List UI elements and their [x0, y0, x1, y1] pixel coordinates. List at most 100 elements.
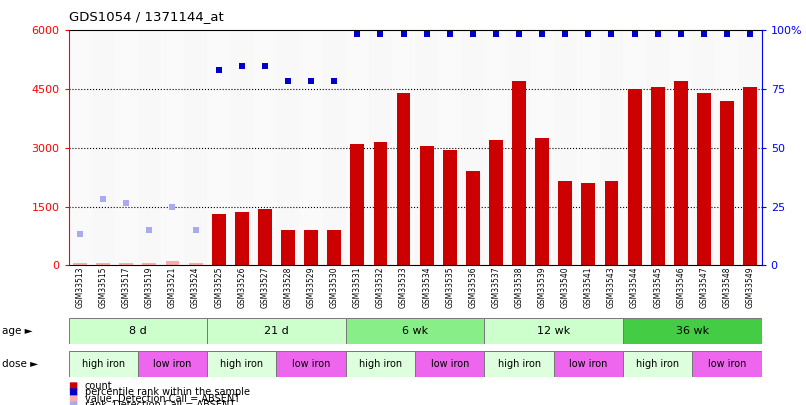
Bar	[189, 263, 202, 265]
Text: age ►: age ►	[2, 326, 32, 336]
Text: 8 d: 8 d	[129, 326, 147, 336]
Bar	[554, 351, 623, 377]
Text: 21 d: 21 d	[264, 326, 289, 336]
Bar	[276, 30, 300, 265]
Text: high iron: high iron	[359, 359, 402, 369]
Bar	[351, 144, 364, 265]
Text: low iron: low iron	[569, 359, 608, 369]
Bar	[373, 142, 388, 265]
Bar	[554, 30, 577, 265]
Bar	[581, 183, 596, 265]
Bar	[281, 230, 295, 265]
Text: 6 wk: 6 wk	[402, 326, 428, 336]
Bar	[604, 181, 618, 265]
Bar	[300, 30, 322, 265]
Bar	[369, 30, 392, 265]
Bar	[258, 209, 272, 265]
Text: GDS1054 / 1371144_at: GDS1054 / 1371144_at	[69, 10, 223, 23]
Bar	[466, 171, 480, 265]
Bar	[231, 30, 253, 265]
Bar	[92, 30, 114, 265]
Bar	[420, 146, 434, 265]
Bar	[692, 30, 716, 265]
Bar	[743, 87, 757, 265]
Bar	[397, 93, 410, 265]
Bar	[96, 263, 110, 265]
Text: high iron: high iron	[497, 359, 541, 369]
Bar	[276, 351, 346, 377]
Bar	[530, 30, 554, 265]
Bar	[600, 30, 623, 265]
Bar	[669, 30, 692, 265]
Bar	[484, 318, 623, 344]
Bar	[327, 230, 341, 265]
Text: count: count	[85, 381, 112, 390]
Bar	[623, 351, 692, 377]
Bar	[73, 263, 87, 265]
Text: rank, Detection Call = ABSENT: rank, Detection Call = ABSENT	[85, 400, 235, 405]
Bar	[623, 30, 646, 265]
Bar	[138, 30, 161, 265]
Bar	[69, 351, 138, 377]
Bar	[461, 30, 484, 265]
Bar	[535, 138, 549, 265]
Bar	[304, 230, 318, 265]
Text: ■: ■	[69, 400, 77, 405]
Bar	[207, 351, 276, 377]
Bar	[207, 30, 231, 265]
Bar	[253, 30, 276, 265]
Text: value, Detection Call = ABSENT: value, Detection Call = ABSENT	[85, 394, 239, 403]
Bar	[720, 101, 734, 265]
Text: high iron: high iron	[636, 359, 679, 369]
Bar	[392, 30, 415, 265]
Bar	[442, 150, 457, 265]
Text: low iron: low iron	[430, 359, 469, 369]
Bar	[69, 318, 207, 344]
Text: high iron: high iron	[81, 359, 125, 369]
Bar	[415, 30, 438, 265]
Bar	[114, 30, 138, 265]
Bar	[577, 30, 600, 265]
Bar	[692, 351, 762, 377]
Bar	[184, 30, 207, 265]
Bar	[165, 261, 180, 265]
Bar	[346, 351, 415, 377]
Bar	[322, 30, 346, 265]
Text: ■: ■	[69, 387, 77, 397]
Text: percentile rank within the sample: percentile rank within the sample	[85, 387, 250, 397]
Text: low iron: low iron	[708, 359, 746, 369]
Bar	[559, 181, 572, 265]
Text: dose ►: dose ►	[2, 359, 38, 369]
Bar	[235, 212, 249, 265]
Bar	[161, 30, 184, 265]
Bar	[143, 263, 156, 265]
Bar	[415, 351, 484, 377]
Bar	[623, 318, 762, 344]
Bar	[212, 214, 226, 265]
Bar	[484, 351, 554, 377]
Bar	[674, 81, 688, 265]
Bar	[119, 263, 133, 265]
Text: ■: ■	[69, 394, 77, 403]
Bar	[346, 318, 484, 344]
Bar	[508, 30, 530, 265]
Bar	[716, 30, 738, 265]
Bar	[69, 30, 92, 265]
Bar	[346, 30, 369, 265]
Bar	[650, 87, 665, 265]
Bar	[484, 30, 508, 265]
Text: 36 wk: 36 wk	[675, 326, 709, 336]
Bar	[138, 351, 207, 377]
Bar	[738, 30, 762, 265]
Text: low iron: low iron	[292, 359, 330, 369]
Text: ■: ■	[69, 381, 77, 390]
Bar	[489, 140, 503, 265]
Bar	[438, 30, 461, 265]
Bar	[646, 30, 669, 265]
Text: low iron: low iron	[153, 359, 192, 369]
Bar	[207, 318, 346, 344]
Bar	[697, 93, 711, 265]
Text: 12 wk: 12 wk	[537, 326, 571, 336]
Bar	[628, 89, 642, 265]
Text: high iron: high iron	[220, 359, 264, 369]
